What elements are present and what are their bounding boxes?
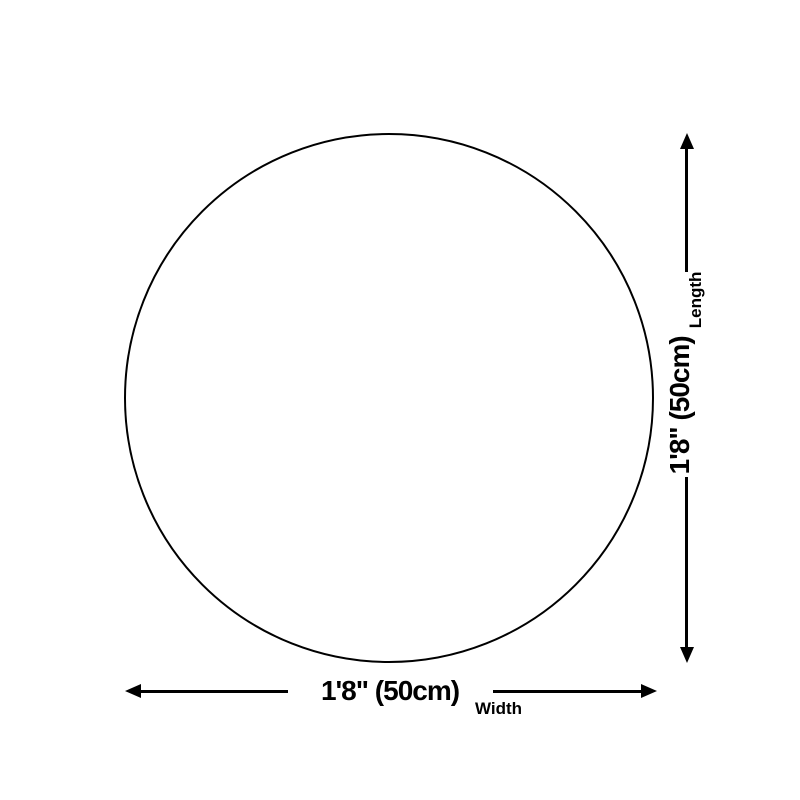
length-dimension-line-top: [685, 147, 688, 272]
length-dimension-line-bottom: [685, 477, 688, 648]
length-value-text: 1'8" (50cm): [664, 336, 695, 475]
width-dimension-line-left: [139, 690, 288, 693]
rug-circle-outline: [124, 133, 654, 663]
width-dimension-line-right: [493, 690, 641, 693]
width-value-text: 1'8" (50cm): [320, 675, 460, 706]
length-axis-label: Length: [686, 271, 705, 329]
length-arrowhead-up: [680, 133, 694, 149]
length-arrowhead-down: [680, 647, 694, 663]
width-axis-label: Width: [475, 699, 523, 718]
width-arrowhead-right: [641, 684, 657, 698]
width-arrowhead-left: [125, 684, 141, 698]
length-dimension-label: 1'8" (50cm) Length: [664, 253, 706, 493]
